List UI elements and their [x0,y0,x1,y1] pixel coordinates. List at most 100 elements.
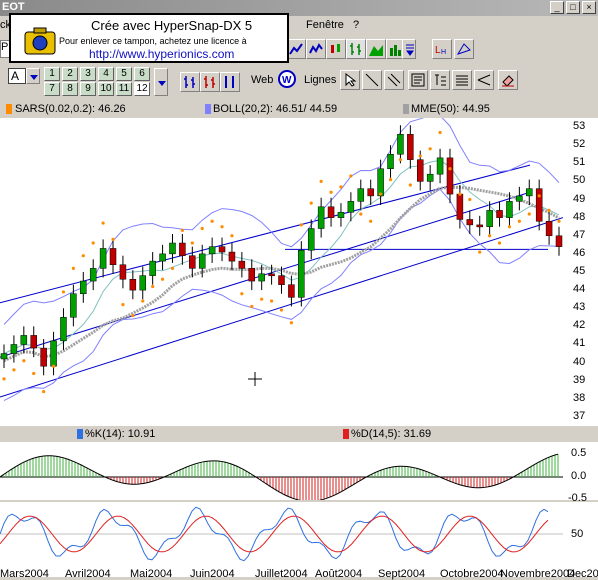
sar-dot [497,241,502,245]
period-button-11[interactable]: 11 [116,82,132,96]
eraser-tool-icon[interactable] [498,70,518,90]
close-button[interactable]: × [582,1,596,14]
sar-dot [2,377,6,381]
candle-body [198,253,206,269]
period-button-1[interactable]: 1 [44,67,60,81]
candle-body [446,157,454,195]
price-tick-51: 51 [573,156,586,169]
stochastic-chart[interactable] [0,502,563,566]
text-tool-icon[interactable] [408,70,428,90]
stochastic-panel[interactable] [0,502,563,566]
sar-dot [408,183,412,187]
stamp-link[interactable]: http://www.hyperionics.com [89,47,235,61]
candle-body [337,211,345,218]
sar-dot [81,254,85,258]
crosshair-icon [248,372,262,386]
sar-dot [210,219,214,223]
period-button-6[interactable]: 6 [134,67,150,81]
line-tool-icon[interactable] [362,70,382,90]
price-tick-50: 50 [573,174,586,187]
bollinger-upper [3,114,560,325]
price-tick-44: 44 [573,283,586,296]
candle-body [506,201,513,218]
web-label[interactable]: Web [251,74,274,86]
period-button-12[interactable]: 12 [134,82,150,96]
candle-body [327,206,335,218]
sar-dot [32,371,36,376]
candle-body [466,219,474,226]
sar-dot [537,194,541,198]
oscillator-chart[interactable] [0,442,563,502]
trend-chart-button[interactable] [306,39,326,59]
price-chart[interactable] [0,114,564,426]
sar-dot [240,292,244,296]
line-chart-button[interactable] [286,39,306,59]
sar-dot [42,389,46,394]
sar-dot [22,359,26,363]
sar-dot [428,147,432,151]
oscillator-panel[interactable] [0,442,563,502]
menu-item-help[interactable]: ? [353,19,360,31]
candle-body [486,210,493,227]
fan-lines-icon[interactable] [474,70,494,90]
toolbar-row-2: A Web W Lignes 1 2 3 4 5 6 7 8 9 10 11 12 [0,62,598,100]
candle-body [189,255,196,269]
candle-body [476,224,483,228]
letter-dropdown[interactable] [26,68,40,84]
indicator-tool-3[interactable] [220,72,240,92]
candle-body [228,251,236,262]
period-button-5[interactable]: 5 [116,67,132,81]
period-dropdown[interactable] [154,68,168,96]
price-tick-42: 42 [573,319,586,332]
sar-dot [141,299,145,303]
parallel-lines-icon[interactable] [384,70,404,90]
candle-body [298,250,305,298]
candle-body [20,335,28,345]
period-button-7[interactable]: 7 [44,82,60,96]
fibonacci-tool-icon[interactable] [430,70,450,90]
sar-dot [468,197,472,202]
sar-dot [279,308,284,312]
zoom-button[interactable] [454,39,474,59]
letter-field[interactable]: A [8,68,26,84]
candle-body [545,221,553,237]
k-swatch [77,429,83,439]
period-button-3[interactable]: 3 [80,67,96,81]
period-button-4[interactable]: 4 [98,67,114,81]
price-tick-45: 45 [573,265,586,277]
maximize-button[interactable]: □ [566,1,580,14]
stochastic-axis: 50 [563,502,598,566]
price-chart-panel[interactable] [0,114,564,426]
sar-dot [557,219,561,223]
period-button-8[interactable]: 8 [62,82,78,96]
candle-body [268,273,275,277]
period-button-10[interactable]: 10 [98,82,114,96]
svg-text:W: W [282,75,292,86]
pointer-tool-icon[interactable] [340,70,360,90]
period-button-2[interactable]: 2 [62,67,78,81]
period-button-9[interactable]: 9 [80,82,96,96]
sar-dot [170,266,175,270]
ohlc-bars-button[interactable] [346,39,366,59]
candle-body [159,253,166,262]
camera-icon [24,27,56,55]
d-swatch [343,429,349,439]
mountain-chart-button[interactable] [366,39,386,59]
price-tick-40: 40 [573,355,586,368]
chart-type-dropdown[interactable] [402,39,416,59]
web-globe-icon[interactable]: W [278,70,296,88]
indicator-tool-1[interactable] [180,72,200,92]
sar-dot [260,297,264,301]
menu-item-fenetre[interactable]: Fenêtre [306,19,344,31]
indicator-tool-2[interactable] [200,72,220,92]
candle-body [80,280,87,294]
menu-item-truncated[interactable]: ck [0,19,11,31]
horizontal-lines-icon[interactable] [452,70,472,90]
price-tick-49: 49 [573,192,586,205]
candlestick-button[interactable] [326,39,346,59]
sar-dot [458,192,462,196]
candle-body [99,248,107,269]
minimize-button[interactable]: _ [550,1,564,14]
candle-body [436,157,444,175]
